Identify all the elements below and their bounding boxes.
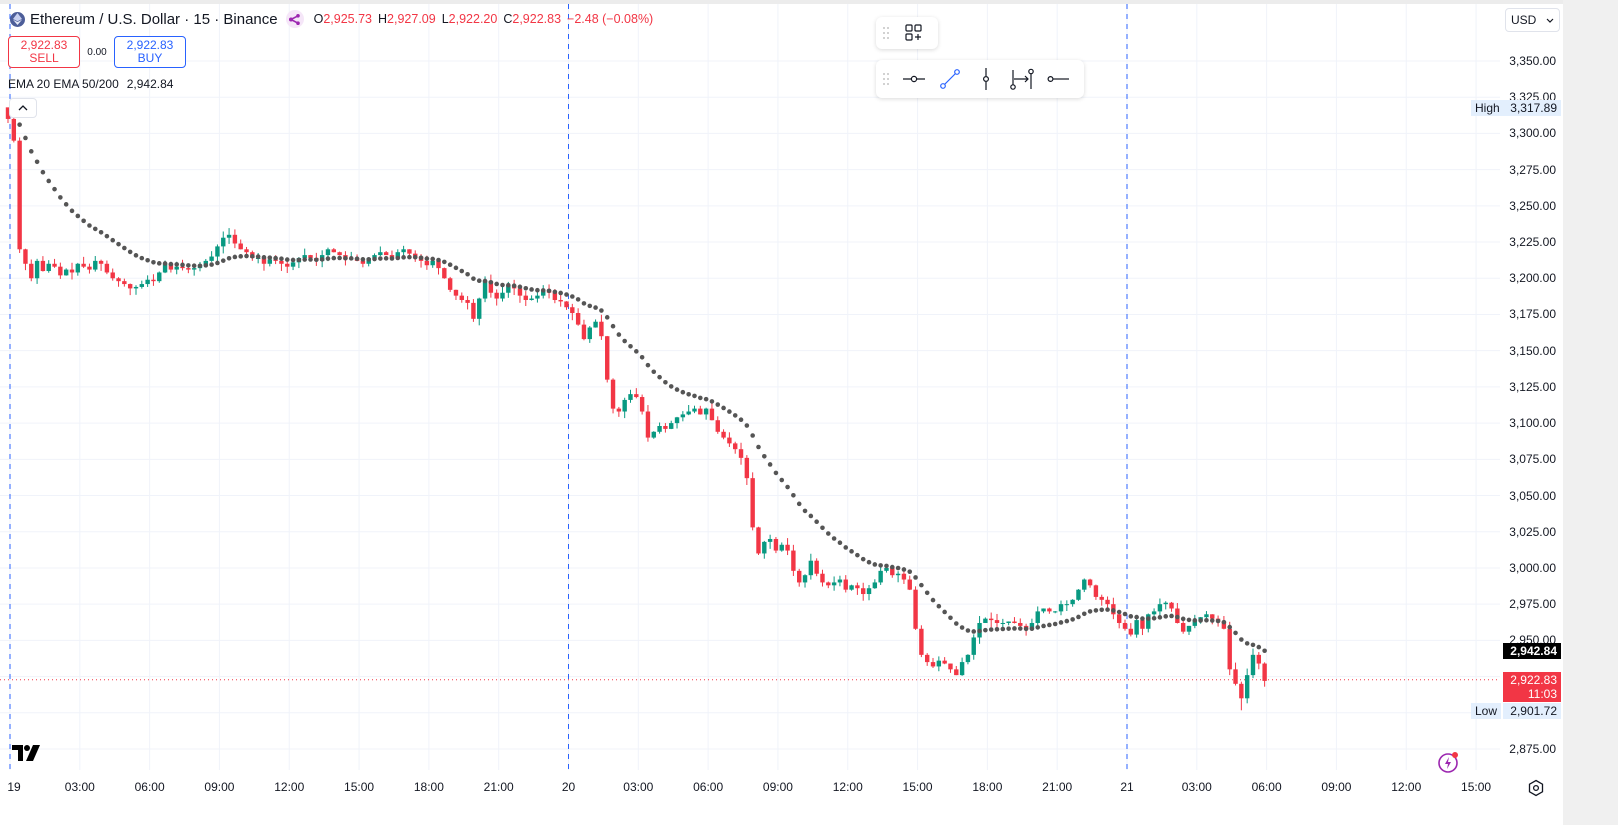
time-scale-label: 09:00 bbox=[204, 780, 235, 794]
time-scale-label: 15:00 bbox=[902, 780, 933, 794]
drawing-toolbar bbox=[876, 60, 1084, 98]
time-scale-label: 09:00 bbox=[762, 780, 793, 794]
price-scale-label: 3,175.00 bbox=[1509, 307, 1556, 322]
price-scale-label: 3,150.00 bbox=[1509, 343, 1556, 358]
chevron-up-icon bbox=[18, 105, 28, 111]
price-scale-label: 3,075.00 bbox=[1509, 452, 1556, 467]
price-scale-label: 2,875.00 bbox=[1509, 742, 1556, 756]
price-scale-label: 3,275.00 bbox=[1509, 162, 1556, 177]
price-scale-label: 3,225.00 bbox=[1509, 235, 1556, 250]
right-edge-panel bbox=[1563, 0, 1618, 825]
tradingview-logo[interactable] bbox=[12, 745, 42, 766]
time-scale-label: 18:00 bbox=[413, 780, 444, 794]
sell-button[interactable]: 2,922.83 SELL bbox=[8, 36, 80, 68]
last-price-value: 2,922.83 bbox=[1510, 673, 1557, 687]
price-scale-label: 3,000.00 bbox=[1509, 560, 1556, 575]
vertical-line-icon[interactable] bbox=[968, 61, 1004, 97]
time-scale-label: 09:00 bbox=[1321, 780, 1352, 794]
indicator-legend[interactable]: EMA 20 EMA 50/200 2,942.84 bbox=[8, 77, 173, 91]
trade-panel: 2,922.83 SELL 0.00 2,922.83 BUY bbox=[8, 36, 186, 68]
sell-label: SELL bbox=[29, 51, 59, 65]
horizontal-ray-icon[interactable] bbox=[1040, 61, 1076, 97]
price-scale-label: 3,300.00 bbox=[1509, 126, 1556, 141]
currency-select[interactable]: USD bbox=[1505, 8, 1560, 32]
time-scale-label: 21 bbox=[1120, 780, 1134, 794]
currency-value: USD bbox=[1511, 13, 1537, 27]
open-key: O bbox=[313, 12, 324, 26]
ethereum-icon bbox=[10, 11, 25, 27]
price-scale-label: 3,350.00 bbox=[1509, 54, 1556, 68]
high-tag-value: 3,317.89 bbox=[1503, 100, 1561, 116]
collapse-legend-button[interactable] bbox=[9, 98, 37, 118]
change-value: −2.48 (−0.08%) bbox=[567, 12, 654, 26]
time-scale-label: 06:00 bbox=[693, 780, 724, 794]
time-scale-label: 06:00 bbox=[134, 780, 165, 794]
time-scale-label: 20 bbox=[561, 780, 576, 794]
drag-handle-icon[interactable] bbox=[876, 27, 896, 39]
ema-price-tag: 2,942.84 bbox=[1503, 643, 1561, 659]
chevron-down-icon bbox=[1546, 18, 1554, 23]
high-tag-label: High bbox=[1471, 100, 1504, 116]
top-strip bbox=[0, 0, 1618, 4]
buy-button[interactable]: 2,922.83 BUY bbox=[114, 36, 186, 68]
buy-price: 2,922.83 bbox=[126, 38, 174, 52]
symbol-title[interactable]: Ethereum / U.S. Dollar · 15 · Binance bbox=[30, 10, 278, 28]
time-scale-label: 15:00 bbox=[1461, 780, 1492, 794]
indicator-value: 2,942.84 bbox=[126, 77, 174, 91]
buy-label: BUY bbox=[137, 51, 163, 65]
high-key: H bbox=[378, 12, 388, 26]
time-scale-label: 21:00 bbox=[1042, 780, 1073, 794]
price-scale-label: 3,100.00 bbox=[1509, 416, 1556, 431]
high-value: 2,927.09 bbox=[387, 12, 436, 26]
date-range-icon[interactable] bbox=[1004, 61, 1040, 97]
ohlc-values: O2,925.73 H2,927.09 L2,922.20 C2,922.83 … bbox=[314, 12, 654, 26]
add-object-icon[interactable] bbox=[896, 15, 932, 51]
low-value: 2,922.20 bbox=[448, 12, 498, 26]
time-scale-label: 12:00 bbox=[832, 780, 863, 794]
symbol-legend: Ethereum / U.S. Dollar · 15 · Binance O2… bbox=[10, 10, 653, 28]
settings-gear-icon[interactable] bbox=[1527, 779, 1545, 797]
indicator-name[interactable]: EMA 20 EMA 50/200 bbox=[8, 77, 119, 91]
time-scale-label: 06:00 bbox=[1251, 780, 1282, 794]
share-network-icon[interactable] bbox=[285, 10, 304, 28]
open-value: 2,925.73 bbox=[323, 12, 373, 26]
low-tag-label: Low bbox=[1471, 703, 1502, 719]
time-scale-label: 03:00 bbox=[64, 780, 95, 794]
close-value: 2,922.83 bbox=[512, 12, 562, 26]
time-scale-label: 19 bbox=[7, 780, 21, 794]
time-scale-label: 15:00 bbox=[344, 780, 375, 794]
price-scale-label: 3,050.00 bbox=[1509, 488, 1556, 503]
object-tree-toolbar bbox=[876, 17, 938, 49]
price-scale-label: 3,200.00 bbox=[1509, 271, 1556, 286]
lightning-icon[interactable] bbox=[1437, 751, 1459, 773]
close-key: C bbox=[503, 12, 513, 26]
low-tag-value: 2,901.72 bbox=[1503, 703, 1561, 719]
low-key: L bbox=[441, 12, 449, 26]
time-scale-label: 18:00 bbox=[972, 780, 1003, 794]
drag-handle-icon[interactable] bbox=[876, 73, 896, 85]
time-scale-label: 12:00 bbox=[1391, 780, 1422, 794]
price-scale-label: 3,125.00 bbox=[1509, 379, 1556, 394]
time-scale-label: 12:00 bbox=[274, 780, 305, 794]
price-scale-label: 3,025.00 bbox=[1509, 524, 1556, 539]
bar-countdown: 11:03 bbox=[1527, 687, 1557, 701]
sell-price: 2,922.83 bbox=[20, 38, 68, 52]
price-scale-label: 2,975.00 bbox=[1509, 597, 1556, 612]
trend-line-icon[interactable] bbox=[932, 61, 968, 97]
time-scale-label: 03:00 bbox=[1181, 780, 1212, 794]
spread-value: 0.00 bbox=[87, 46, 107, 58]
last-price-tag: 2,922.83 11:03 bbox=[1503, 672, 1561, 702]
horizontal-line-icon[interactable] bbox=[896, 61, 932, 97]
time-scale-label: 03:00 bbox=[623, 780, 654, 794]
price-scale-label: 3,250.00 bbox=[1509, 198, 1556, 213]
time-scale-label: 21:00 bbox=[483, 780, 514, 794]
